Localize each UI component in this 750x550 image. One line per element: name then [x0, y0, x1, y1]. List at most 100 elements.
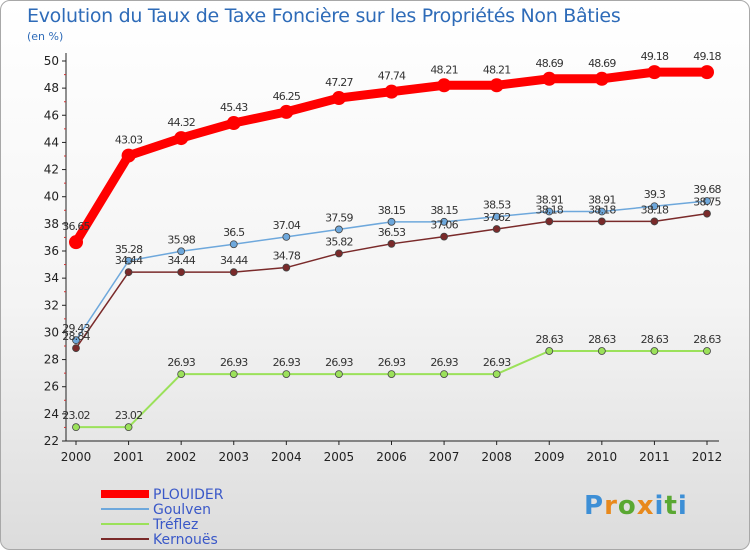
data-point — [489, 78, 504, 93]
legend-item-plouider: PLOUIDER — [101, 487, 224, 503]
data-label: 36.65 — [62, 220, 90, 233]
data-point — [229, 370, 238, 378]
data-point — [650, 202, 659, 211]
data-point — [440, 232, 448, 241]
data-label: 34.78 — [273, 250, 301, 263]
data-label: 26.93 — [430, 356, 458, 369]
data-label: 28.63 — [588, 333, 616, 346]
data-point — [700, 65, 714, 80]
data-point — [650, 347, 659, 355]
x-tick-label: 2000 — [61, 450, 92, 464]
y-tick-label: 26 — [44, 380, 59, 394]
x-tick-label: 2008 — [481, 450, 512, 464]
data-label: 39.3 — [644, 188, 666, 201]
y-tick-label: 24 — [44, 407, 59, 421]
data-point — [229, 240, 238, 249]
labels-tréflez: 23.02 23.02 26.93 26.93 26.93 26.93 26.93 26.93… — [62, 333, 722, 422]
labels-goulven: 29.43 35.28 35.98 36.5 37.04 37.59 38.15 38.15 3… — [62, 183, 722, 335]
y-tick-label: 28 — [44, 353, 59, 367]
data-label: 44.32 — [167, 116, 195, 129]
x-tick-label: 2009 — [534, 450, 565, 464]
y-tick-label: 38 — [44, 217, 59, 231]
data-label: 26.93 — [273, 356, 301, 369]
legend-label: Goulven — [153, 502, 211, 518]
y-tick-label: 36 — [44, 244, 59, 258]
data-label: 26.93 — [378, 356, 406, 369]
logo-letter: o — [617, 491, 637, 521]
data-label: 48.69 — [536, 57, 564, 70]
y-tick-label: 42 — [44, 163, 59, 177]
x-tick-label: 2002 — [166, 450, 197, 464]
data-label: 35.98 — [167, 233, 195, 246]
labels-plouider: 36.65 43.03 44.32 45.43 46.25 47.27 47.74 48.21… — [62, 50, 722, 233]
data-point — [121, 148, 136, 163]
y-tick-label: 48 — [44, 81, 59, 95]
data-point — [72, 344, 80, 353]
logo-letter: r — [604, 491, 618, 521]
data-label: 26.93 — [483, 356, 511, 369]
data-label: 37.06 — [430, 219, 458, 232]
data-label: 38.18 — [588, 203, 616, 216]
data-label: 34.44 — [167, 254, 195, 267]
data-label: 38.53 — [483, 199, 511, 212]
data-point — [282, 370, 291, 378]
data-point — [492, 370, 501, 378]
series-tréflez — [72, 347, 711, 432]
logo-letter: P — [584, 491, 605, 521]
data-label: 37.59 — [325, 211, 353, 224]
data-point — [703, 347, 711, 355]
data-label: 34.44 — [115, 254, 143, 267]
data-label: 49.18 — [641, 50, 669, 63]
proxiti-logo: Proxiti — [584, 491, 688, 521]
y-tick-label: 30 — [44, 325, 59, 339]
data-label: 29.43 — [62, 322, 90, 335]
data-point — [226, 116, 241, 131]
data-point — [545, 347, 554, 355]
data-point — [282, 263, 291, 272]
data-point — [177, 247, 186, 256]
data-label: 37.62 — [483, 211, 511, 224]
series-plouider — [69, 65, 714, 250]
data-point — [229, 268, 238, 277]
y-tick-label: 46 — [44, 108, 59, 122]
data-point — [703, 209, 711, 218]
logo-letter: i — [677, 491, 688, 521]
legend-item-tréflez: Tréflez — [101, 517, 198, 533]
data-point — [597, 217, 606, 226]
y-tick-label: 44 — [44, 135, 59, 149]
data-point — [597, 207, 606, 216]
data-point — [335, 249, 343, 258]
data-point — [72, 336, 80, 345]
data-point — [650, 217, 659, 226]
logo-letter: t — [664, 491, 678, 521]
data-label: 34.44 — [220, 254, 248, 267]
data-point — [124, 423, 133, 432]
x-tick-label: 2006 — [376, 450, 407, 464]
data-point — [545, 207, 554, 216]
x-tick-label: 2007 — [429, 450, 460, 464]
data-label: 28.84 — [62, 330, 90, 343]
x-tick-label: 2001 — [113, 450, 144, 464]
chart-title: Evolution du Taux de Taxe Foncière sur l… — [27, 5, 621, 27]
data-point — [177, 370, 186, 378]
data-point — [124, 268, 133, 277]
data-label: 26.93 — [167, 356, 195, 369]
data-point — [69, 235, 83, 250]
x-tick-label: 2005 — [324, 450, 355, 464]
x-tick-label: 2003 — [218, 450, 249, 464]
data-point — [542, 71, 557, 86]
y-tick-label: 32 — [44, 298, 59, 312]
data-point — [72, 423, 80, 432]
data-label: 23.02 — [62, 409, 90, 422]
x-tick-label: 2010 — [587, 450, 618, 464]
data-label: 36.53 — [378, 226, 406, 239]
data-point — [387, 217, 396, 226]
series-kernouës — [72, 209, 711, 353]
logo-letter: i — [654, 491, 665, 521]
data-point — [282, 232, 291, 241]
data-label: 23.02 — [115, 409, 143, 422]
data-label: 38.18 — [641, 203, 669, 216]
data-point — [492, 212, 501, 221]
